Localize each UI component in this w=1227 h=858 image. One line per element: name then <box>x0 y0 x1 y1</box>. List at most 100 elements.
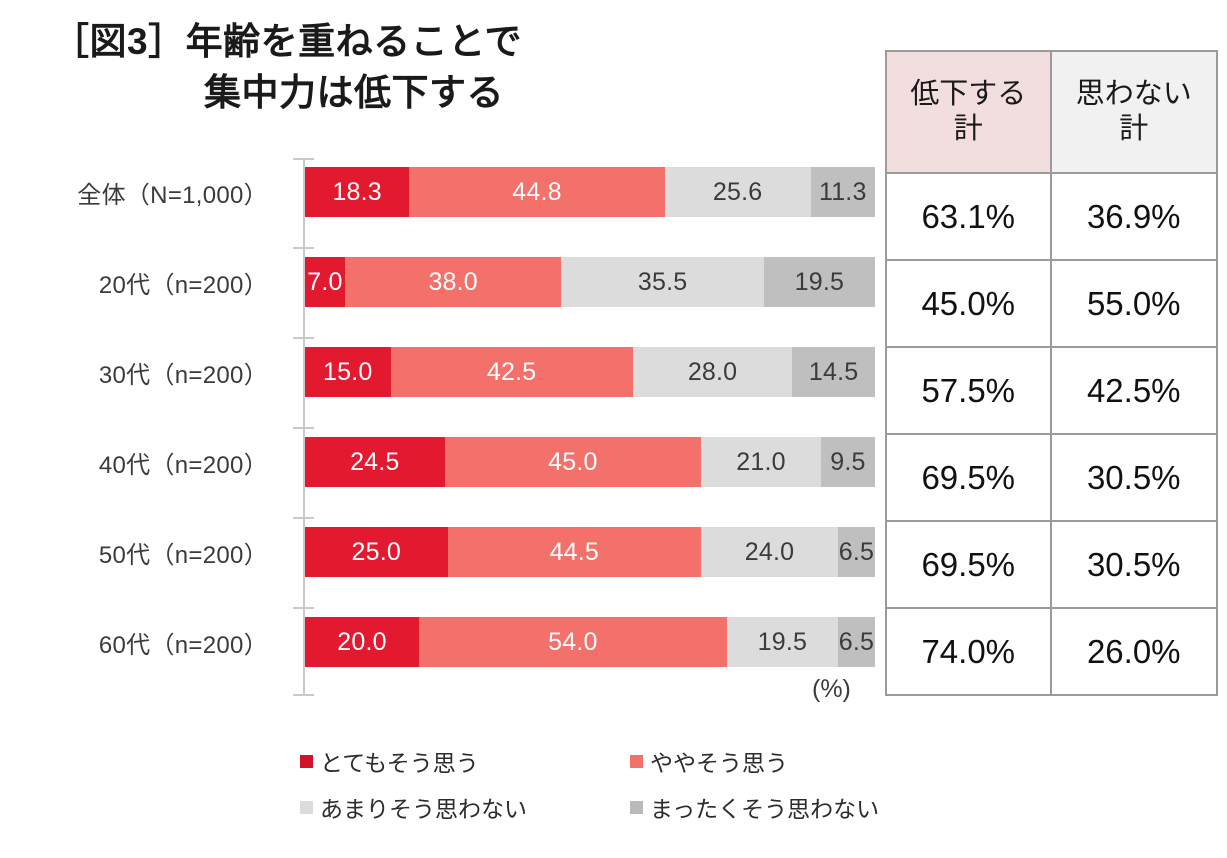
table-header-agree: 低下する 計 <box>887 52 1052 172</box>
table-cell-disagree: 42.5% <box>1086 371 1181 409</box>
legend-label: とてもそう思う <box>320 750 479 776</box>
table-cell-agree: 74.0% <box>887 609 1052 694</box>
table-body: 63.1% 36.9% 45.0% 55.0% 57.5% 42.5% 69.5% 30.5%… <box>887 174 1216 696</box>
table-header-agree-line1: 低下する <box>910 77 1027 110</box>
chart-row: 60代（n=200） 20.0 54.0 19.5 6.5 <box>0 612 890 672</box>
bar-segment: 44.5 <box>447 527 702 577</box>
bar-segment-value: 35.5 <box>637 267 688 296</box>
table-cell-disagree: 30.5% <box>1086 458 1181 496</box>
bar-segment-value: 6.5 <box>838 537 875 566</box>
bar-segment: 11.3 <box>810 167 875 217</box>
table-cell-agree: 57.5% <box>887 348 1052 433</box>
legend-label: ややそう思う <box>650 750 788 776</box>
bar-segment-value: 54.0 <box>548 627 598 656</box>
chart-row: 30代（n=200） 15.0 42.5 28.0 14.5 <box>0 342 890 402</box>
bar-segment-value: 38.0 <box>428 267 478 296</box>
bar-segment: 25.6 <box>664 167 811 217</box>
bar-segment-value: 44.8 <box>512 177 562 206</box>
legend-row: とてもそう思う ややそう思う <box>300 738 900 784</box>
chart-row-label: 全体（N=1,000） <box>77 181 268 209</box>
bar-segment: 28.0 <box>632 347 793 397</box>
legend-item[interactable]: まったくそう思わない <box>630 790 879 824</box>
bar-segment: 35.5 <box>561 257 764 307</box>
title-line-1: ［図3］年齢を重ねることで <box>52 21 522 62</box>
bar-segment-value: 45.0 <box>548 447 598 476</box>
axis-tick <box>293 607 314 609</box>
legend-swatch-icon <box>300 754 313 768</box>
table-row: 69.5% 30.5% <box>887 435 1216 522</box>
bar-segment: 42.5 <box>390 347 633 397</box>
chart-row: 20代（n=200） 7.0 38.0 35.5 19.5 <box>0 252 890 312</box>
bar-segment: 38.0 <box>344 257 562 307</box>
chart-row-label: 40代（n=200） <box>98 451 268 479</box>
table-header-row: 低下する 計 思わない 計 <box>887 52 1216 174</box>
bar-segment: 18.3 <box>305 167 410 217</box>
stacked-bar: 20.0 54.0 19.5 6.5 <box>305 617 875 667</box>
bar-segment: 20.0 <box>305 617 419 667</box>
bar-segment: 19.5 <box>726 617 838 667</box>
bar-segment-value: 11.3 <box>818 177 867 206</box>
table-row: 69.5% 30.5% <box>887 522 1216 609</box>
chart-row: 50代（n=200） 25.0 44.5 24.0 6.5 <box>0 522 890 582</box>
chart-row-label: 50代（n=200） <box>98 541 268 569</box>
legend-item[interactable]: あまりそう思わない <box>300 790 630 824</box>
chart-row: 全体（N=1,000） 18.3 44.8 25.6 11.3 <box>0 162 890 222</box>
bar-segment-value: 24.0 <box>744 537 795 566</box>
bar-segment-value: 44.5 <box>549 537 600 566</box>
legend-label: あまりそう思わない <box>320 796 527 822</box>
bar-segment-value: 21.0 <box>736 447 786 476</box>
table-header-disagree-line2: 計 <box>1119 113 1149 145</box>
chart-row-label: 30代（n=200） <box>98 361 268 389</box>
table-row: 63.1% 36.9% <box>887 174 1216 261</box>
table-cell-disagree: 30.5% <box>1086 545 1181 583</box>
table-cell-disagree: 26.0% <box>1086 632 1181 670</box>
table-header-agree-line2: 計 <box>953 113 983 145</box>
bar-segment: 6.5 <box>837 527 875 577</box>
bar-segment-value: 14.5 <box>808 357 859 386</box>
table-cell-agree: 45.0% <box>887 261 1052 346</box>
bar-segment: 7.0 <box>305 257 345 307</box>
page-title: ［図3］年齢を重ねることで 集中力は低下する <box>52 16 852 118</box>
bar-segment: 19.5 <box>763 257 875 307</box>
axis-tick <box>293 158 314 160</box>
bar-segment: 9.5 <box>820 437 875 487</box>
bar-segment-value: 19.5 <box>757 627 808 656</box>
chart-row: 40代（n=200） 24.5 45.0 21.0 9.5 <box>0 432 890 492</box>
stacked-bar: 18.3 44.8 25.6 11.3 <box>305 167 875 217</box>
axis-tick <box>293 694 314 696</box>
bar-segment-value: 24.5 <box>350 447 400 476</box>
bar-segment: 45.0 <box>444 437 702 487</box>
legend-swatch-icon <box>630 800 643 814</box>
axis-unit-label: (%) <box>812 675 851 703</box>
bar-segment: 24.0 <box>701 527 838 577</box>
stacked-bar: 15.0 42.5 28.0 14.5 <box>305 347 875 397</box>
table-cell-agree: 69.5% <box>887 435 1052 520</box>
bar-segment-value: 42.5 <box>486 357 537 386</box>
bar-segment: 6.5 <box>837 617 875 667</box>
legend-row: あまりそう思わない まったくそう思わない <box>300 784 900 830</box>
table-row: 45.0% 55.0% <box>887 261 1216 348</box>
table-cell-agree: 69.5% <box>887 522 1052 607</box>
table-header-disagree-line1: 思わない <box>1075 77 1192 110</box>
summary-table: 低下する 計 思わない 計 63.1% 36.9% 45.0% 55.0% 57.5% 4… <box>885 50 1218 696</box>
stacked-bar: 7.0 38.0 35.5 19.5 <box>305 257 875 307</box>
table-cell-disagree: 36.9% <box>1086 197 1181 235</box>
axis-tick <box>293 517 314 519</box>
table-row: 74.0% 26.0% <box>887 609 1216 696</box>
bar-segment: 54.0 <box>419 617 727 667</box>
bar-segment-value: 25.0 <box>351 537 401 566</box>
legend-item[interactable]: とてもそう思う <box>300 744 630 778</box>
bar-segment-value: 18.3 <box>332 177 382 206</box>
legend-swatch-icon <box>300 800 313 814</box>
chart-axis-line <box>303 158 305 694</box>
table-header-disagree: 思わない 計 <box>1051 52 1216 172</box>
bar-segment-value: 15.0 <box>323 357 373 386</box>
title-line-2: 集中力は低下する <box>204 72 504 114</box>
axis-tick <box>293 427 314 429</box>
stacked-bar-chart: 全体（N=1,000） 18.3 44.8 25.6 11.3 20代（n=200） 7.0… <box>0 150 890 710</box>
bar-segment-value: 28.0 <box>687 357 738 386</box>
stacked-bar: 24.5 45.0 21.0 9.5 <box>305 437 875 487</box>
legend-item[interactable]: ややそう思う <box>630 744 788 778</box>
bar-segment: 21.0 <box>701 437 821 487</box>
bar-segment: 14.5 <box>792 347 875 397</box>
